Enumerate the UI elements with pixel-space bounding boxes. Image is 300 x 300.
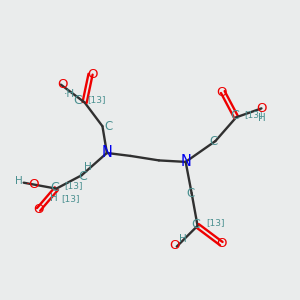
Text: C: C	[104, 120, 112, 133]
Text: H: H	[15, 176, 23, 186]
Text: H: H	[258, 113, 265, 123]
Text: C: C	[186, 187, 194, 200]
Text: O: O	[216, 237, 226, 250]
Text: [13]: [13]	[61, 194, 79, 203]
Text: [13]: [13]	[88, 95, 106, 104]
Text: N: N	[180, 154, 191, 169]
Text: H: H	[50, 193, 58, 202]
Text: O: O	[33, 203, 44, 216]
Text: O: O	[57, 78, 68, 91]
Text: O: O	[169, 238, 180, 252]
Text: H: H	[179, 234, 187, 244]
Text: O: O	[216, 85, 226, 98]
Text: [13]: [13]	[206, 218, 224, 227]
Text: ·H: ·H	[64, 88, 75, 98]
Text: C: C	[50, 181, 59, 194]
Text: H: H	[84, 162, 92, 172]
Text: O: O	[87, 68, 97, 81]
Text: ·O: ·O	[25, 178, 40, 191]
Text: N: N	[101, 146, 112, 160]
Text: C: C	[210, 135, 218, 148]
Text: C: C	[230, 109, 239, 122]
Text: C: C	[79, 170, 88, 183]
Text: O: O	[256, 102, 267, 115]
Text: C: C	[74, 94, 82, 107]
Text: C: C	[192, 218, 200, 231]
Text: [13]: [13]	[244, 110, 263, 119]
Text: [13]: [13]	[65, 181, 83, 190]
